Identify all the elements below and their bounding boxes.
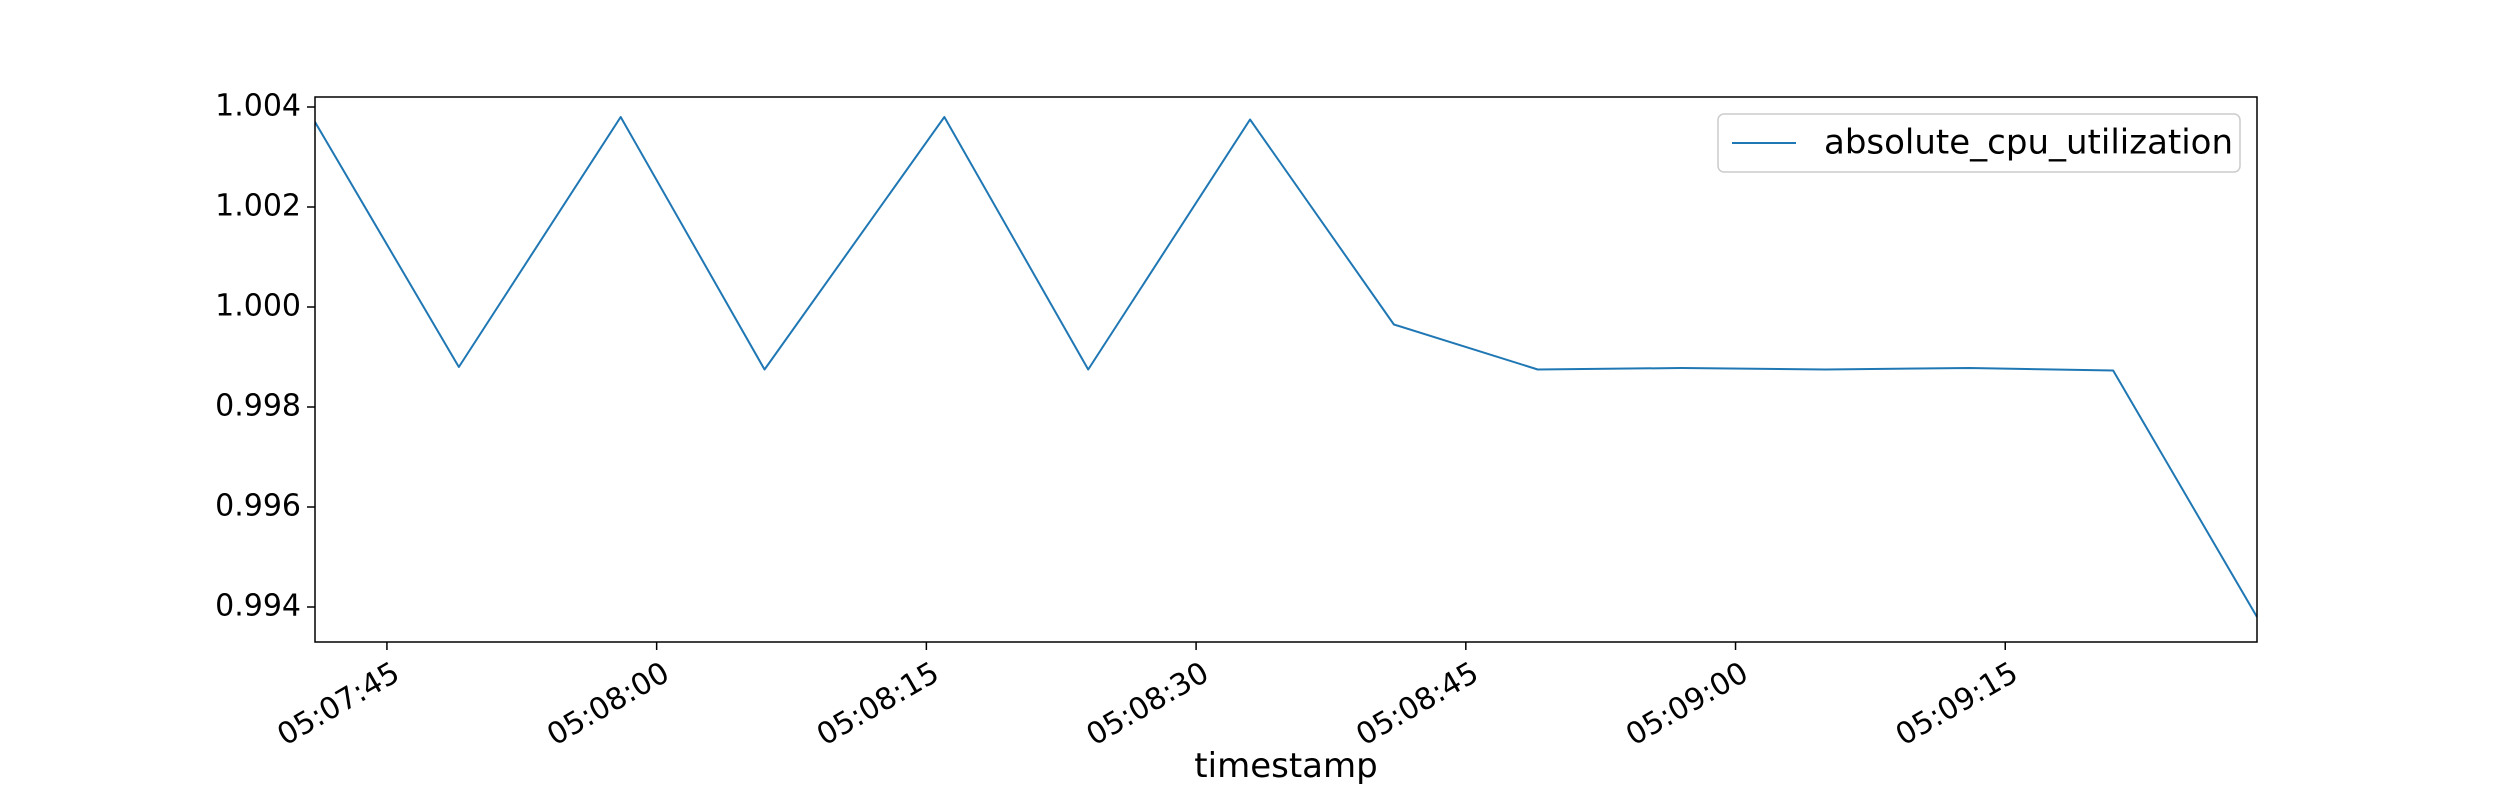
series-line-absolute-cpu-utilization	[315, 116, 2257, 618]
y-tick-label: 1.004	[215, 89, 301, 124]
x-tick-label: 05:09:15	[1890, 655, 2024, 753]
x-axis-title: timestamp	[1194, 746, 1377, 786]
y-tick-label: 1.002	[215, 189, 301, 224]
x-tick-label: 05:07:45	[272, 655, 406, 753]
x-tick-label: 05:09:00	[1620, 655, 1754, 753]
x-tick-label: 05:08:15	[811, 655, 945, 753]
plot-frame	[314, 96, 2258, 643]
legend: absolute_cpu_utilization	[1717, 113, 2241, 173]
axes: 0.994 0.996 0.998 1.000 1.002 1.004 05:07:45 05…	[215, 89, 2258, 753]
y-tick-label: 1.000	[215, 289, 301, 324]
legend-box	[1717, 113, 2241, 173]
x-tick-label: 05:08:00	[541, 655, 675, 753]
y-tick-label: 0.996	[215, 489, 301, 524]
plot-area	[315, 116, 2257, 618]
x-tick-label: 05:08:30	[1081, 655, 1215, 753]
y-tick-label: 0.994	[215, 589, 301, 624]
legend-label: absolute_cpu_utilization	[1824, 123, 2233, 163]
y-tick-label: 0.998	[215, 389, 301, 424]
x-tick-label: 05:08:45	[1350, 655, 1484, 753]
